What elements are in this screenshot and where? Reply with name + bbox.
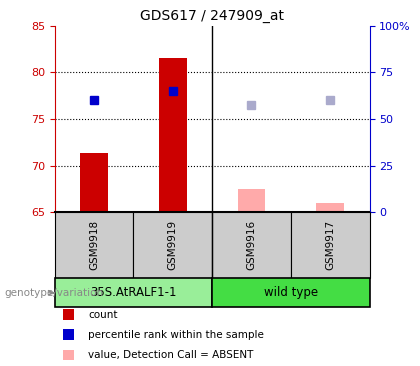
Bar bbox=[63, 350, 74, 360]
Title: GDS617 / 247909_at: GDS617 / 247909_at bbox=[140, 9, 284, 23]
Bar bbox=[316, 203, 344, 212]
Text: percentile rank within the sample: percentile rank within the sample bbox=[88, 330, 264, 340]
Bar bbox=[291, 212, 370, 278]
Text: GSM9919: GSM9919 bbox=[168, 220, 178, 270]
Bar bbox=[80, 153, 108, 212]
Bar bbox=[212, 212, 291, 278]
Bar bbox=[238, 189, 265, 212]
Bar bbox=[55, 278, 212, 307]
Bar bbox=[212, 278, 370, 307]
Text: wild type: wild type bbox=[264, 286, 318, 299]
Bar bbox=[63, 329, 74, 340]
Text: count: count bbox=[88, 310, 118, 320]
Text: GSM9916: GSM9916 bbox=[247, 220, 257, 270]
Text: 35S.AtRALF1-1: 35S.AtRALF1-1 bbox=[90, 286, 176, 299]
Text: GSM9917: GSM9917 bbox=[325, 220, 335, 270]
Text: value, Detection Call = ABSENT: value, Detection Call = ABSENT bbox=[88, 350, 254, 360]
Bar bbox=[159, 58, 186, 212]
Bar bbox=[55, 212, 134, 278]
Bar bbox=[63, 309, 74, 320]
Text: GSM9918: GSM9918 bbox=[89, 220, 99, 270]
Text: genotype/variation: genotype/variation bbox=[4, 288, 103, 298]
Bar bbox=[134, 212, 212, 278]
